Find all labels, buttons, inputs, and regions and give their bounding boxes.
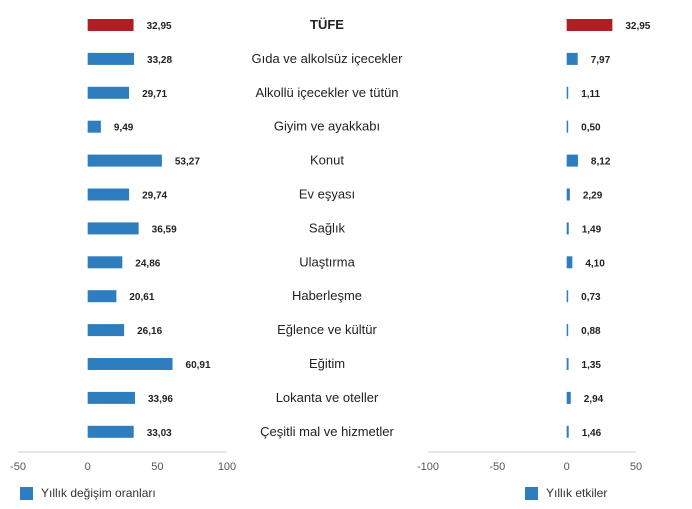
left-bar (87, 358, 173, 370)
right-bar (566, 52, 578, 65)
right-panel: -100 -50 0 50 32,95 7,97 1,11 0,50 8,12 2,29 1,49 4… (417, 19, 651, 473)
right-bar (566, 120, 569, 133)
right-bar-value-label: 2,94 (584, 394, 604, 405)
left-bar-value-label: 36,59 (152, 224, 177, 235)
right-bar (566, 154, 578, 167)
left-bar (87, 256, 123, 269)
left-bar-value-label: 32,95 (147, 21, 172, 32)
right-bar-value-label: 1,35 (582, 360, 602, 371)
left-x-tick-label: 50 (151, 461, 163, 473)
right-bar (566, 19, 613, 31)
right-bar (566, 391, 571, 404)
category-label: TÜFE (310, 17, 344, 32)
right-bar (566, 425, 569, 438)
left-x-tick-label: 0 (85, 461, 91, 473)
left-bar (87, 222, 139, 235)
left-bar-value-label: 29,74 (142, 191, 167, 202)
right-x-tick-label: 0 (564, 461, 570, 473)
right-bar-value-label: 32,95 (625, 21, 650, 32)
left-bar (87, 188, 130, 201)
left-bar (87, 425, 134, 438)
category-label: Lokanta ve oteller (276, 390, 379, 405)
right-bar-value-label: 1,46 (582, 428, 602, 439)
right-x-tick-label: -50 (489, 461, 505, 473)
right-bar (566, 290, 569, 303)
right-bar (566, 222, 569, 235)
right-bar-value-label: 1,11 (581, 89, 600, 100)
category-label: Ev eşyası (299, 187, 355, 202)
left-bar-value-label: 33,03 (147, 428, 172, 439)
left-bar (87, 19, 134, 31)
right-bar-value-label: 1,49 (582, 224, 602, 235)
category-label: Alkollü içecekler ve tütün (255, 85, 398, 100)
legend-swatch-right (525, 486, 538, 500)
right-bar-value-label: 8,12 (591, 157, 611, 168)
left-panel: -50 0 50 100 32,95 33,28 29,71 9,49 53,27 29,74 36… (10, 19, 236, 473)
category-label: Konut (310, 153, 344, 168)
left-bar-value-label: 60,91 (186, 360, 211, 371)
category-labels: TÜFE Gıda ve alkolsüz içecekler Alkollü iç… (251, 17, 403, 439)
right-bar-value-label: 2,29 (583, 191, 603, 202)
category-label: Sağlık (309, 220, 346, 235)
legend-label-right: Yıllık etkiler (546, 486, 608, 500)
left-bar-value-label: 20,61 (129, 292, 154, 303)
left-bar-value-label: 24,86 (135, 258, 160, 269)
right-bar (566, 256, 573, 269)
category-label: Haberleşme (292, 288, 362, 303)
left-bar-value-label: 29,71 (142, 89, 167, 100)
left-bar-value-label: 26,16 (137, 326, 162, 337)
category-label: Giyim ve ayakkabı (274, 119, 380, 134)
right-bar (566, 86, 569, 99)
right-bar-value-label: 0,73 (581, 292, 601, 303)
left-x-tick-label: -50 (10, 461, 26, 473)
left-bar (87, 391, 135, 404)
category-label: Çeşitli mal ve hizmetler (260, 424, 394, 439)
left-bar-value-label: 33,96 (148, 394, 173, 405)
category-label: Gıda ve alkolsüz içecekler (251, 51, 403, 66)
left-bar (87, 290, 117, 303)
left-bar (87, 86, 130, 99)
left-x-tick-label: 100 (218, 461, 236, 473)
legend-swatch-left (20, 486, 33, 500)
legend-label-left: Yıllık değişim oranları (41, 486, 156, 500)
left-bar-value-label: 33,28 (147, 55, 172, 66)
left-bar (87, 154, 162, 167)
right-x-tick-label: 50 (630, 461, 642, 473)
legend-left: Yıllık değişim oranları (20, 486, 156, 500)
category-label: Ulaştırma (299, 254, 355, 269)
right-bar (566, 358, 569, 370)
left-bar-value-label: 9,49 (114, 123, 134, 134)
right-bar-value-label: 7,97 (591, 55, 611, 66)
left-bar (87, 52, 135, 65)
right-bar-value-label: 0,50 (581, 123, 601, 134)
right-x-tick-label: -100 (417, 461, 439, 473)
left-bar-value-label: 53,27 (175, 157, 200, 168)
legend-right: Yıllık etkiler (525, 486, 607, 500)
left-bar (87, 120, 101, 133)
right-bar-value-label: 4,10 (585, 258, 605, 269)
right-bar (566, 188, 570, 201)
right-bar (566, 324, 569, 337)
right-bar-value-label: 0,88 (581, 326, 601, 337)
left-bar (87, 324, 125, 337)
category-label: Eğitim (309, 356, 345, 371)
category-label: Eğlence ve kültür (277, 322, 377, 337)
